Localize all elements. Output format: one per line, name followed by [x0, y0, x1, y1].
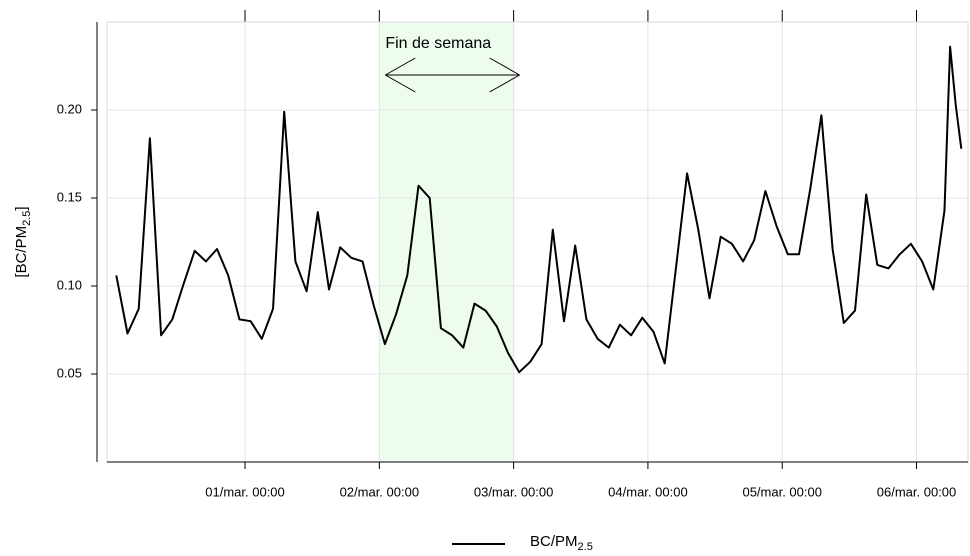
- y-tick-label: 0.10: [57, 277, 82, 292]
- plot-frame: [106, 21, 969, 463]
- y-tick-label: 0.20: [57, 101, 82, 116]
- data-line: [115, 45, 963, 374]
- annotation-arrow: [385, 57, 520, 93]
- legend-label: BC/PM2.5: [530, 533, 593, 553]
- legend-text: BC/PM: [530, 533, 578, 550]
- legend-sub: 2.5: [578, 541, 593, 553]
- y-tick-label: 0.15: [57, 189, 82, 204]
- x-tick-label: 06/mar. 00:00: [877, 484, 957, 499]
- shaded-region: [379, 22, 514, 462]
- x-tick-label: 03/mar. 00:00: [474, 484, 554, 499]
- y-label-sub: 2.5: [21, 211, 33, 226]
- y-label-end: ]: [13, 206, 30, 210]
- y-label-text: [BC/PM: [13, 226, 30, 278]
- x-tick-label: 05/mar. 00:00: [742, 484, 822, 499]
- x-tick-label: 02/mar. 00:00: [340, 484, 420, 499]
- y-tick-label: 0.05: [57, 365, 82, 380]
- x-tick-label: 04/mar. 00:00: [608, 484, 688, 499]
- x-tick-label: 01/mar. 00:00: [205, 484, 285, 499]
- annotation: Fin de semana: [385, 35, 491, 52]
- y-axis-label: [BC/PM2.5]: [13, 206, 33, 277]
